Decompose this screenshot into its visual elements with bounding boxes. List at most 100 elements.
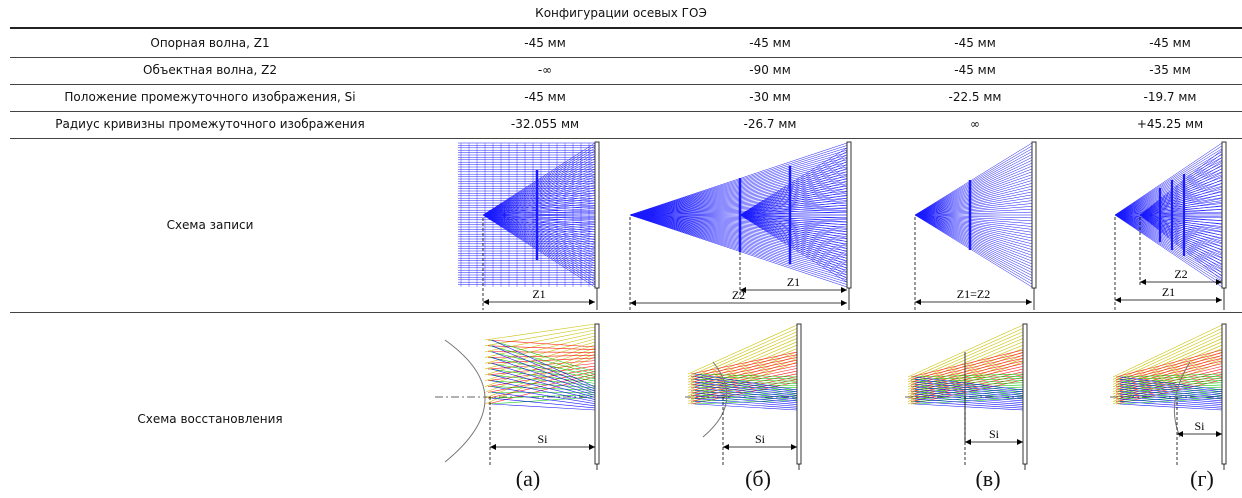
- reconstruction-ray: [1119, 381, 1223, 394]
- recording-ray: [629, 214, 848, 261]
- recording-ray: [914, 214, 1033, 282]
- recording-ray: [739, 161, 848, 216]
- hologram-plate: [1022, 323, 1028, 465]
- recording-ray: [1114, 214, 1223, 285]
- dim-si-arrowhead: [1017, 439, 1023, 445]
- recording-ray: [914, 214, 1033, 259]
- recording-ray: [482, 214, 596, 269]
- recording-ray: [739, 204, 848, 216]
- image-surface: [702, 361, 728, 438]
- recording-ray: [1139, 209, 1223, 216]
- recording-ray: [914, 208, 1033, 216]
- recording-ray: [629, 214, 848, 235]
- recording-ray: [1139, 214, 1223, 262]
- reconstruction-ray: [489, 339, 596, 373]
- recording-ray: [914, 214, 1033, 268]
- recording-ray: [1114, 214, 1223, 282]
- reconstruction-ray: [692, 379, 798, 382]
- reconstruction-ray: [912, 397, 1024, 405]
- dim-z2-arrowhead: [841, 300, 847, 306]
- dim-si-arrowhead: [1216, 431, 1222, 437]
- recording-ray: [1139, 214, 1223, 225]
- reconstruction-ray: [692, 393, 798, 397]
- recording-ray: [1139, 201, 1223, 216]
- recording-ray: [629, 193, 848, 216]
- recording-ray: [482, 168, 596, 216]
- recording-ray: [1139, 179, 1223, 216]
- reconstruction-ray: [910, 363, 1024, 390]
- recording-ray: [482, 210, 596, 216]
- reconstruction-ray: [1119, 379, 1223, 393]
- recording-ray: [1114, 160, 1223, 216]
- recording-ray: [629, 178, 848, 216]
- reconstruction-ray: [687, 331, 798, 380]
- recording-ray: [482, 214, 596, 248]
- recording-ray: [739, 214, 848, 232]
- reconstruction-ray: [491, 339, 596, 388]
- cell-radius-b: -26.7 мм: [743, 117, 797, 131]
- reconstruction-ray: [694, 379, 798, 394]
- reconstruction-ray: [491, 368, 596, 398]
- recording-ray: [629, 214, 848, 233]
- dim-z1-label: Z1: [787, 275, 800, 289]
- cell-si-a: -45 мм: [524, 90, 566, 104]
- reconstruction-ray: [692, 373, 798, 378]
- reconstruction-ray: [484, 356, 596, 405]
- recording-ray: [914, 191, 1033, 216]
- reconstruction-ray: [489, 357, 596, 380]
- recording-ray: [1139, 190, 1223, 216]
- recording-ray: [1139, 214, 1223, 255]
- recording-ray: [1139, 214, 1223, 251]
- reconstruction-ray: [914, 403, 1024, 411]
- recording-ray: [739, 201, 848, 216]
- table-rule: [10, 57, 1242, 58]
- reconstruction-ray: [1119, 393, 1223, 404]
- recording-ray: [914, 214, 1033, 227]
- recording-ray: [1139, 214, 1223, 258]
- recording-ray: [914, 148, 1033, 216]
- reconstruction-diagram-c: Si: [905, 323, 1028, 470]
- recording-ray: [629, 207, 848, 216]
- recording-diagram-b: Z1 Z2: [629, 141, 852, 310]
- reconstruction-ray: [914, 391, 1024, 402]
- recording-ray: [629, 161, 848, 216]
- reconstruction-ray: [491, 345, 596, 390]
- recording-ray: [1139, 160, 1223, 216]
- recording-ray: [739, 214, 848, 239]
- recording-ray: [629, 209, 848, 216]
- dim-z1-arrowhead: [740, 287, 746, 293]
- recording-ray: [914, 214, 1033, 247]
- recording-ray: [1139, 214, 1223, 229]
- dim-z2-label: Z2: [732, 288, 745, 302]
- dim-si-label: Si: [755, 432, 766, 446]
- recording-ray: [1114, 142, 1223, 216]
- recording-ray: [914, 214, 1033, 279]
- recording-ray: [629, 147, 848, 216]
- reconstruction-ray: [687, 351, 798, 397]
- recording-ray: [914, 214, 1033, 242]
- recording-ray: [482, 182, 596, 216]
- recording-ray: [482, 171, 596, 216]
- dim-z1-arrowhead: [589, 299, 595, 305]
- cell-z2-a: -∞: [537, 63, 553, 77]
- recording-ray: [629, 214, 848, 281]
- recording-ray: [629, 149, 848, 216]
- recording-ray: [629, 205, 848, 216]
- reconstruction-ray: [914, 376, 1024, 391]
- reconstruction-ray: [1117, 395, 1223, 402]
- reconstruction-ray: [694, 398, 798, 407]
- dim-z1-arrowhead: [1216, 297, 1222, 303]
- recording-ray: [629, 214, 848, 245]
- recording-ray: [739, 214, 848, 222]
- recording-ray: [739, 214, 848, 283]
- reconstruction-ray: [1112, 334, 1223, 385]
- recording-ray: [629, 195, 848, 216]
- reconstruction-ray: [489, 380, 596, 389]
- recording-ray: [739, 151, 848, 216]
- recording-ray: [739, 208, 848, 216]
- recording-ray: [629, 214, 848, 259]
- reconstruction-ray: [1119, 403, 1223, 411]
- cell-si-d: -19.7 мм: [1143, 90, 1197, 104]
- recording-ray: [629, 169, 848, 216]
